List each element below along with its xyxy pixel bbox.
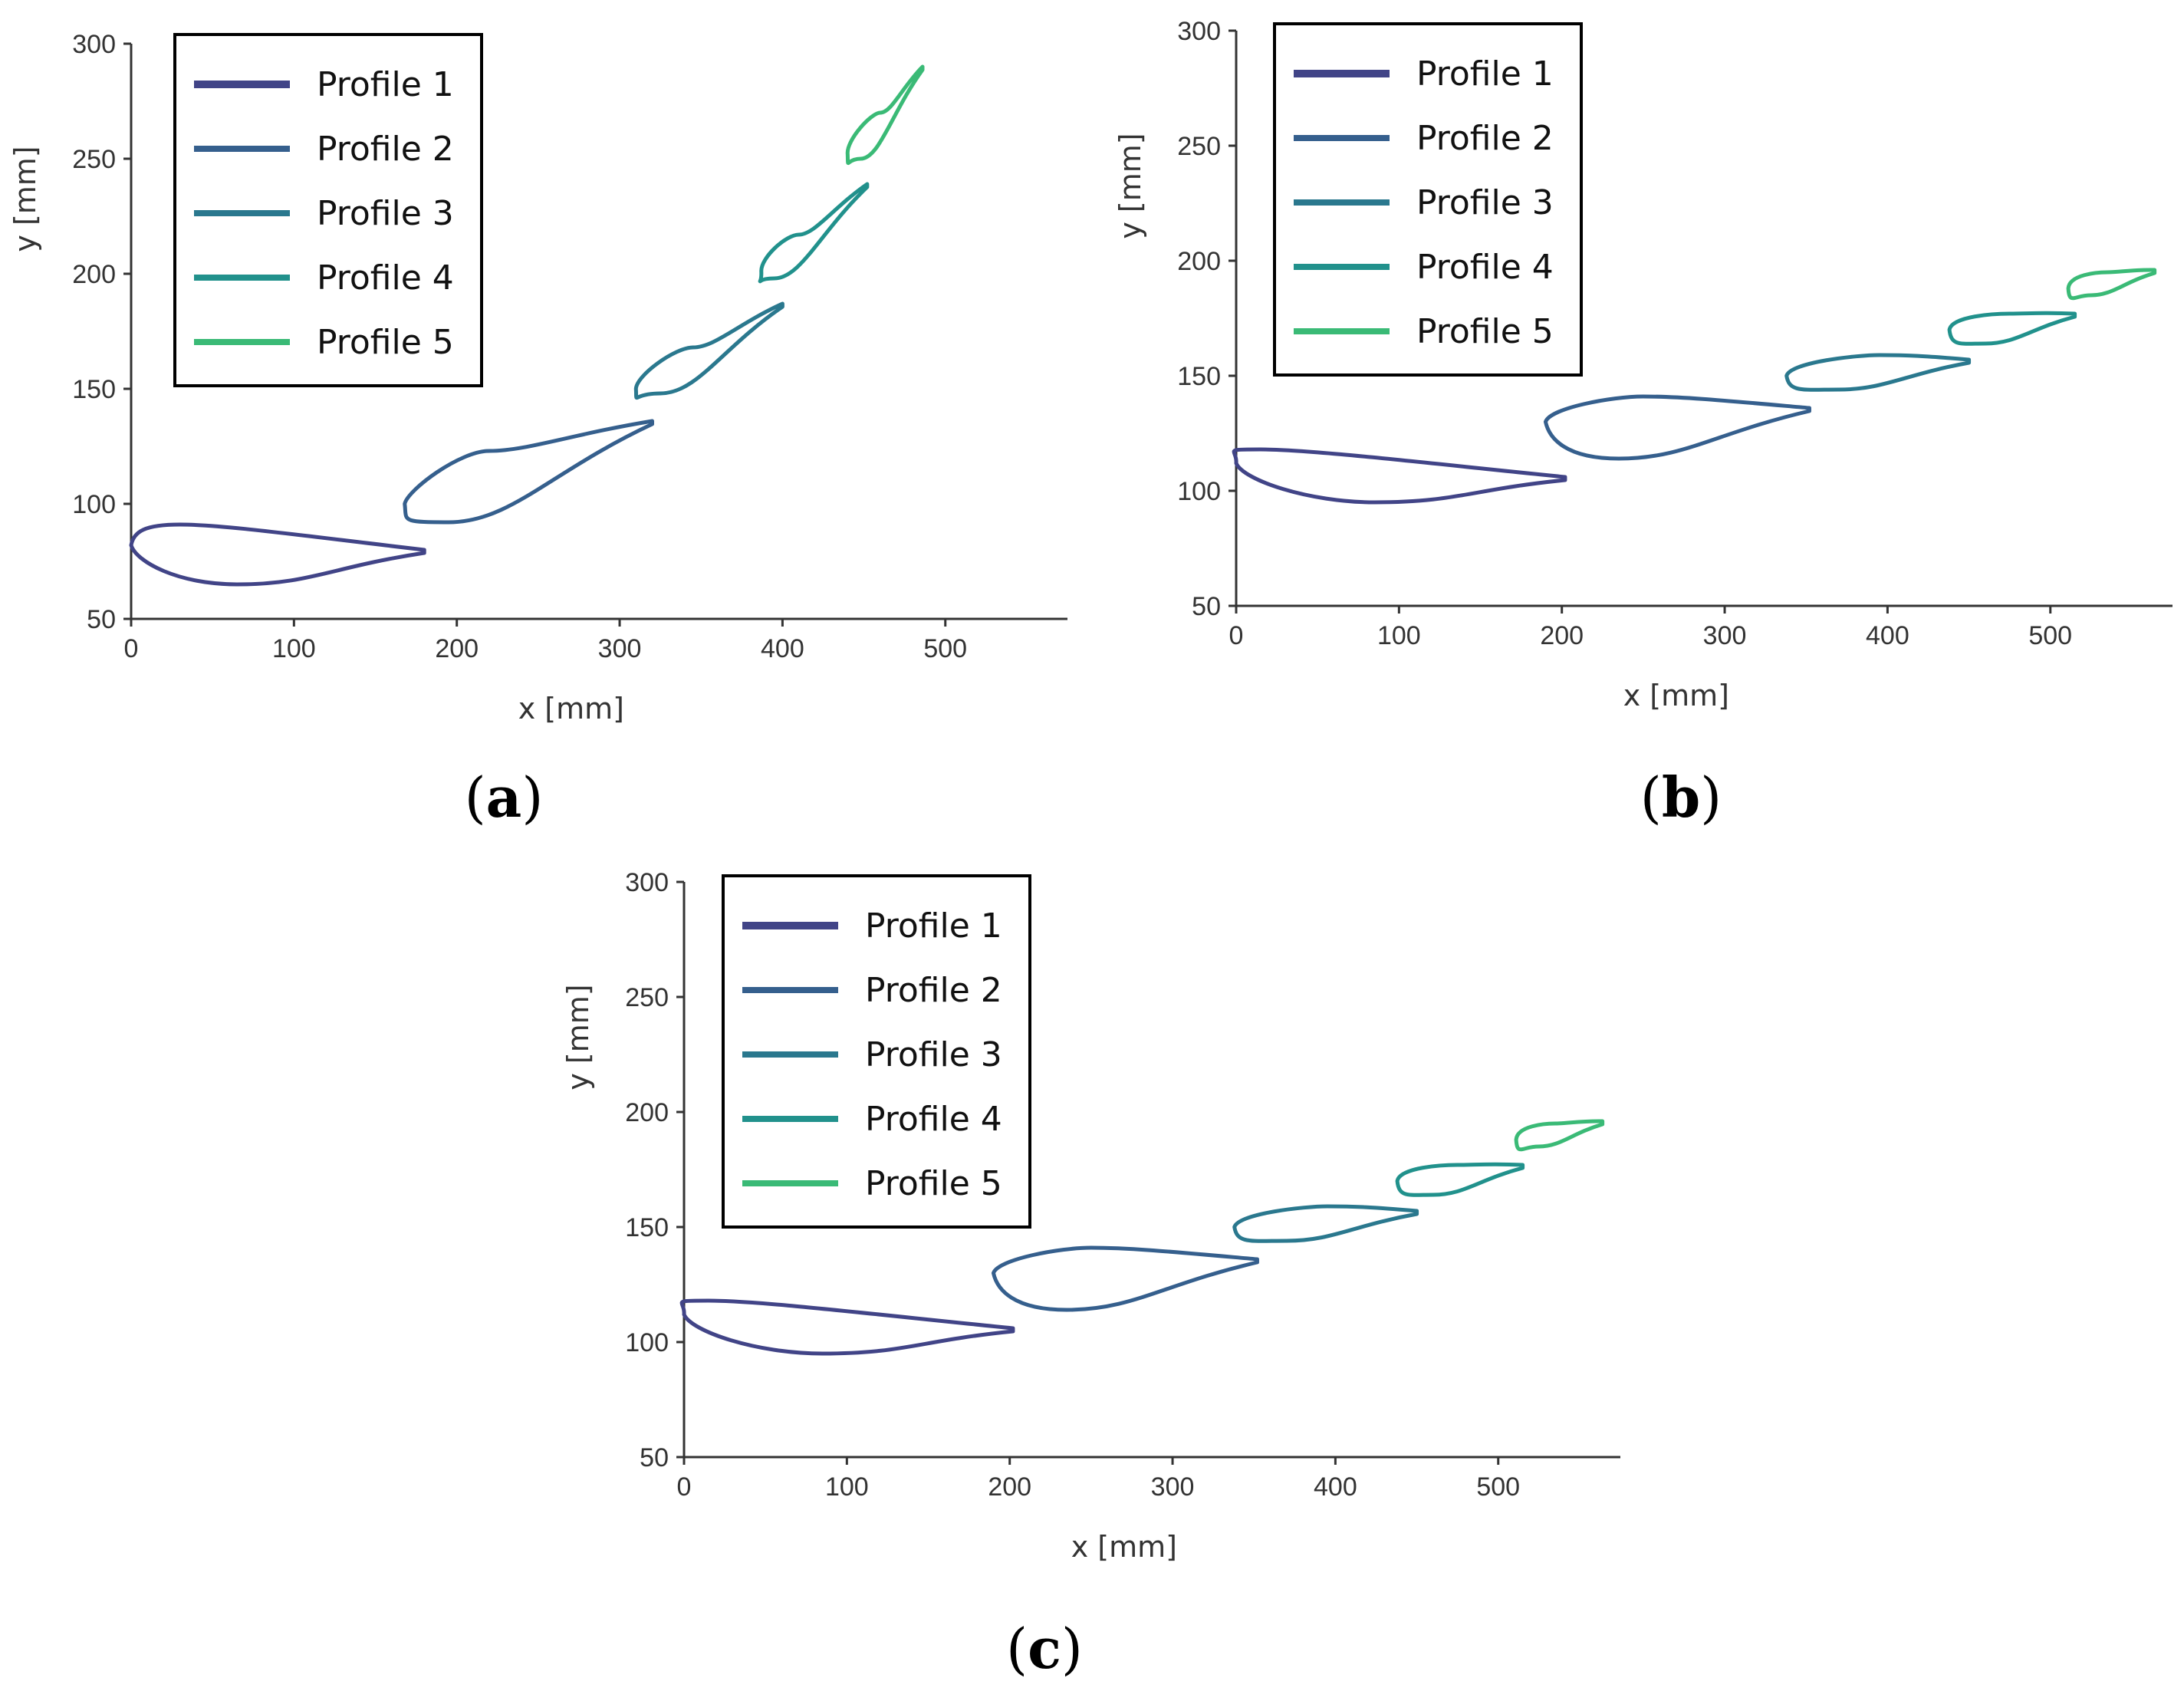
x-tick-label: 300 bbox=[1151, 1472, 1195, 1502]
x-tick-label: 300 bbox=[1703, 621, 1747, 650]
profile-1-curve bbox=[679, 1298, 1015, 1356]
y-tick-label: 50 bbox=[87, 605, 116, 634]
x-tick-label: 200 bbox=[435, 634, 479, 663]
profile-1-curve bbox=[129, 522, 426, 587]
y-tick-label: 50 bbox=[640, 1443, 669, 1472]
legend-label-profile-3: Profile 3 bbox=[865, 1035, 1002, 1074]
legend-label-profile-5: Profile 5 bbox=[865, 1164, 1002, 1203]
legend-label-profile-4: Profile 4 bbox=[865, 1100, 1002, 1139]
legend-label-profile-1: Profile 1 bbox=[865, 906, 1002, 946]
y-tick-label: 200 bbox=[1177, 247, 1221, 276]
y-tick-label: 150 bbox=[72, 375, 116, 404]
legend-label-profile-2: Profile 2 bbox=[865, 971, 1002, 1010]
profile-1-curve bbox=[1232, 447, 1567, 505]
y-axis-title: y [mm] bbox=[1113, 133, 1147, 239]
panel-b-plot: 0 100 200 300 400 500 50 100 150 200 250 300 x [mm] y… bbox=[1113, 17, 2172, 712]
y-tick-label: 150 bbox=[1177, 362, 1221, 391]
y-tick-label: 100 bbox=[625, 1328, 669, 1357]
y-tick-label: 250 bbox=[625, 983, 669, 1012]
y-tick-label: 300 bbox=[625, 868, 669, 897]
panel-a-plot: 0 100 200 300 400 500 50 100 150 200 250 300 x [mm] y… bbox=[8, 30, 1067, 725]
panel-label-a-letter: a bbox=[486, 765, 522, 830]
profile-4-curve bbox=[758, 182, 870, 284]
profile-5-curve bbox=[845, 64, 925, 166]
x-axis-title: x [mm] bbox=[1071, 1530, 1177, 1564]
profile-3-curve bbox=[633, 301, 784, 400]
x-tick-label: 400 bbox=[761, 634, 804, 663]
profile-2-curve bbox=[991, 1245, 1259, 1312]
y-tick-label: 100 bbox=[1177, 477, 1221, 506]
legend-label-profile-5: Profile 5 bbox=[317, 323, 454, 362]
y-axis-title: y [mm] bbox=[8, 146, 42, 252]
legend-label-profile-1: Profile 1 bbox=[1416, 54, 1554, 94]
panel-c: 0 100 200 300 400 500 50 100 150 200 250 300 x [mm] y… bbox=[561, 868, 1620, 1564]
x-tick-label: 0 bbox=[124, 634, 139, 663]
panel-label-c-letter: c bbox=[1028, 1616, 1061, 1681]
x-tick-label: 300 bbox=[598, 634, 642, 663]
profile-3-curve bbox=[1784, 353, 1972, 392]
legend-label-profile-4: Profile 4 bbox=[317, 258, 454, 298]
y-tick-label: 250 bbox=[1177, 132, 1221, 161]
y-axis-title: y [mm] bbox=[561, 984, 595, 1090]
profile-4-curve bbox=[1395, 1162, 1525, 1197]
profile-5-curve bbox=[2066, 268, 2157, 301]
y-tick-label: 250 bbox=[72, 145, 116, 174]
profile-5-curve bbox=[1514, 1119, 1605, 1152]
panel-label-a: (a) bbox=[465, 765, 544, 830]
y-tick-label: 300 bbox=[1177, 17, 1221, 46]
legend-label-profile-3: Profile 3 bbox=[317, 194, 454, 233]
legend-label-profile-1: Profile 1 bbox=[317, 65, 454, 104]
x-tick-label: 200 bbox=[988, 1472, 1031, 1502]
panel-label-b: (b) bbox=[1640, 765, 1722, 830]
x-tick-label: 400 bbox=[1314, 1472, 1357, 1502]
x-axis-title: x [mm] bbox=[1623, 679, 1729, 712]
y-tick-label: 300 bbox=[72, 30, 116, 59]
x-tick-label: 100 bbox=[272, 634, 316, 663]
profile-2-curve bbox=[1543, 394, 1811, 461]
x-tick-label: 0 bbox=[677, 1472, 692, 1502]
legend-label-profile-2: Profile 2 bbox=[1416, 119, 1554, 158]
x-tick-label: 0 bbox=[1229, 621, 1244, 650]
y-tick-label: 200 bbox=[625, 1098, 669, 1127]
x-tick-label: 100 bbox=[1377, 621, 1421, 650]
y-tick-label: 50 bbox=[1192, 592, 1221, 621]
legend-label-profile-4: Profile 4 bbox=[1416, 248, 1554, 287]
legend-label-profile-3: Profile 3 bbox=[1416, 183, 1554, 222]
y-tick-label: 150 bbox=[625, 1213, 669, 1242]
x-tick-label: 200 bbox=[1540, 621, 1584, 650]
legend-label-profile-5: Profile 5 bbox=[1416, 312, 1554, 351]
legend-label-profile-2: Profile 2 bbox=[317, 130, 454, 169]
panel-b: 0 100 200 300 400 500 50 100 150 200 250 300 x [mm] y… bbox=[1113, 17, 2172, 712]
profile-4-curve bbox=[1947, 311, 2077, 346]
y-tick-label: 100 bbox=[72, 490, 116, 519]
panel-c-plot: 0 100 200 300 400 500 50 100 150 200 250 300 x [mm] y… bbox=[561, 868, 1620, 1564]
x-tick-label: 500 bbox=[2028, 621, 2072, 650]
x-tick-label: 500 bbox=[1476, 1472, 1520, 1502]
profile-3-curve bbox=[1232, 1204, 1419, 1243]
x-tick-label: 100 bbox=[825, 1472, 869, 1502]
panel-label-c: (c) bbox=[1006, 1616, 1083, 1681]
x-tick-label: 500 bbox=[923, 634, 967, 663]
profile-2-curve bbox=[403, 419, 655, 525]
x-tick-label: 400 bbox=[1866, 621, 1909, 650]
panel-label-b-letter: b bbox=[1662, 765, 1700, 830]
y-tick-label: 200 bbox=[72, 260, 116, 289]
x-axis-title: x [mm] bbox=[518, 692, 624, 725]
panel-a: 0 100 200 300 400 500 50 100 150 200 250 300 x [mm] y… bbox=[8, 30, 1067, 725]
